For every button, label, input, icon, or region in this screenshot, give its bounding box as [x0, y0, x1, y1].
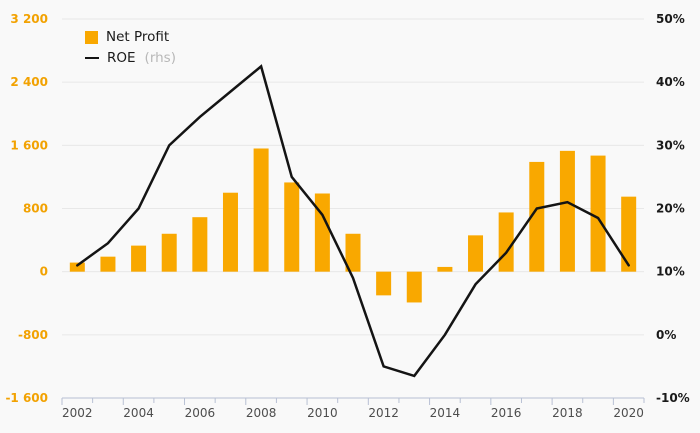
- legend-item-roe: ROE (rhs): [85, 50, 176, 66]
- left-axis-label: 1 600: [10, 138, 48, 152]
- legend-label-roe: ROE: [107, 50, 136, 66]
- net-profit-bar-2015: [468, 235, 484, 272]
- x-axis-label-2006: 2006: [185, 406, 216, 420]
- net-profit-bar-2002: [69, 262, 85, 272]
- net-profit-bar-2019: [590, 155, 606, 272]
- right-axis-label: 20%: [656, 202, 685, 216]
- legend-label-roe-suffix: (rhs): [144, 50, 176, 66]
- x-axis-label-2018: 2018: [552, 406, 583, 420]
- left-axis-label: 2 400: [10, 75, 48, 89]
- x-axis-label-2008: 2008: [246, 406, 277, 420]
- x-axis-label-2010: 2010: [307, 406, 338, 420]
- x-axis-label-2004: 2004: [123, 406, 154, 420]
- right-axis-label: 30%: [656, 138, 685, 152]
- net-profit-swatch-icon: [85, 30, 98, 44]
- legend: Net Profit ROE (rhs): [85, 29, 176, 66]
- x-axis-label-2012: 2012: [368, 406, 399, 420]
- right-axis-label: -10%: [656, 391, 690, 405]
- net-profit-bar-2016: [498, 212, 514, 272]
- net-profit-bar-2011: [345, 233, 361, 272]
- legend-item-net-profit: Net Profit: [85, 29, 176, 45]
- net-profit-bar-2004: [131, 245, 147, 272]
- left-axis-label: 3 200: [10, 12, 48, 26]
- left-axis-label: -1 600: [5, 391, 48, 405]
- net-profit-bar-2017: [529, 161, 545, 272]
- x-axis-label-2016: 2016: [491, 406, 522, 420]
- net-profit-bar-2010: [314, 193, 330, 272]
- net-profit-bar-2007: [222, 192, 238, 272]
- x-axis-label-2020: 2020: [613, 406, 644, 420]
- net-profit-bar-2005: [161, 233, 177, 272]
- left-axis-label: 0: [40, 265, 48, 279]
- roe-line-swatch-icon: [85, 56, 99, 60]
- net-profit-bar-2012: [376, 271, 392, 296]
- roe-line: [76, 64, 630, 378]
- net-profit-bar-2020: [621, 196, 637, 272]
- right-axis-label: 10%: [656, 265, 685, 279]
- net-profit-bar-2009: [284, 182, 300, 272]
- net-profit-bar-2014: [437, 266, 453, 272]
- net-profit-bar-2018: [559, 150, 575, 272]
- right-axis-label: 40%: [656, 75, 685, 89]
- x-axis-label-2002: 2002: [62, 406, 93, 420]
- left-axis-label: -800: [18, 328, 48, 342]
- net-profit-bar-2013: [406, 271, 422, 303]
- net-profit-bar-2008: [253, 148, 269, 272]
- net-profit-bar-2003: [100, 256, 116, 272]
- x-axis-label-2014: 2014: [430, 406, 461, 420]
- left-axis-label: 800: [23, 202, 48, 216]
- right-axis-label: 50%: [656, 12, 685, 26]
- legend-label-net-profit: Net Profit: [106, 29, 170, 45]
- net-profit-bar-2006: [192, 217, 208, 272]
- right-axis-label: 0%: [656, 328, 676, 342]
